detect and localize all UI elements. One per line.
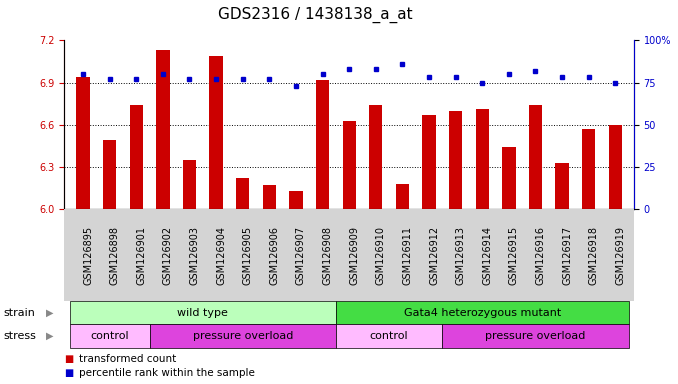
Text: GSM126905: GSM126905 bbox=[243, 226, 253, 285]
Bar bbox=[236, 178, 250, 209]
Text: Gata4 heterozygous mutant: Gata4 heterozygous mutant bbox=[403, 308, 561, 318]
Bar bbox=[609, 125, 622, 209]
Text: ■: ■ bbox=[64, 368, 74, 378]
Text: GSM126914: GSM126914 bbox=[482, 226, 492, 285]
Bar bbox=[502, 147, 515, 209]
Text: stress: stress bbox=[3, 331, 36, 341]
Text: GSM126910: GSM126910 bbox=[376, 226, 386, 285]
Text: GSM126917: GSM126917 bbox=[562, 226, 572, 285]
Text: ▶: ▶ bbox=[45, 331, 54, 341]
Text: pressure overload: pressure overload bbox=[485, 331, 586, 341]
Text: wild type: wild type bbox=[178, 308, 228, 318]
Bar bbox=[342, 121, 356, 209]
Text: pressure overload: pressure overload bbox=[193, 331, 293, 341]
Text: GSM126919: GSM126919 bbox=[616, 226, 625, 285]
Bar bbox=[422, 115, 436, 209]
Text: GSM126898: GSM126898 bbox=[110, 226, 119, 285]
Text: GSM126915: GSM126915 bbox=[509, 226, 519, 285]
Bar bbox=[77, 77, 89, 209]
Text: ▶: ▶ bbox=[45, 308, 54, 318]
Text: GDS2316 / 1438138_a_at: GDS2316 / 1438138_a_at bbox=[218, 7, 413, 23]
Text: control: control bbox=[370, 331, 408, 341]
Text: GSM126907: GSM126907 bbox=[296, 226, 306, 285]
Text: GSM126904: GSM126904 bbox=[216, 226, 226, 285]
Text: GSM126906: GSM126906 bbox=[269, 226, 279, 285]
Bar bbox=[103, 140, 117, 209]
Text: GSM126902: GSM126902 bbox=[163, 226, 173, 285]
Text: GSM126916: GSM126916 bbox=[536, 226, 546, 285]
Text: GSM126895: GSM126895 bbox=[83, 226, 93, 285]
Bar bbox=[183, 160, 196, 209]
Bar bbox=[290, 191, 302, 209]
Bar bbox=[449, 111, 462, 209]
Bar bbox=[555, 163, 569, 209]
Text: strain: strain bbox=[3, 308, 35, 318]
Bar bbox=[369, 105, 382, 209]
Bar bbox=[316, 80, 330, 209]
Text: control: control bbox=[90, 331, 129, 341]
Text: GSM126911: GSM126911 bbox=[403, 226, 412, 285]
Text: ■: ■ bbox=[64, 354, 74, 364]
Text: GSM126913: GSM126913 bbox=[456, 226, 466, 285]
Text: GSM126909: GSM126909 bbox=[349, 226, 359, 285]
Bar bbox=[475, 109, 489, 209]
Bar bbox=[210, 56, 223, 209]
Bar bbox=[262, 185, 276, 209]
Bar bbox=[529, 105, 542, 209]
Text: transformed count: transformed count bbox=[79, 354, 176, 364]
Text: GSM126908: GSM126908 bbox=[323, 226, 332, 285]
Bar bbox=[396, 184, 409, 209]
Text: GSM126918: GSM126918 bbox=[589, 226, 599, 285]
Text: percentile rank within the sample: percentile rank within the sample bbox=[79, 368, 255, 378]
Text: GSM126901: GSM126901 bbox=[136, 226, 146, 285]
Bar bbox=[129, 105, 143, 209]
Text: GSM126903: GSM126903 bbox=[189, 226, 199, 285]
Text: GSM126912: GSM126912 bbox=[429, 226, 439, 285]
Bar bbox=[156, 50, 170, 209]
Bar bbox=[582, 129, 595, 209]
